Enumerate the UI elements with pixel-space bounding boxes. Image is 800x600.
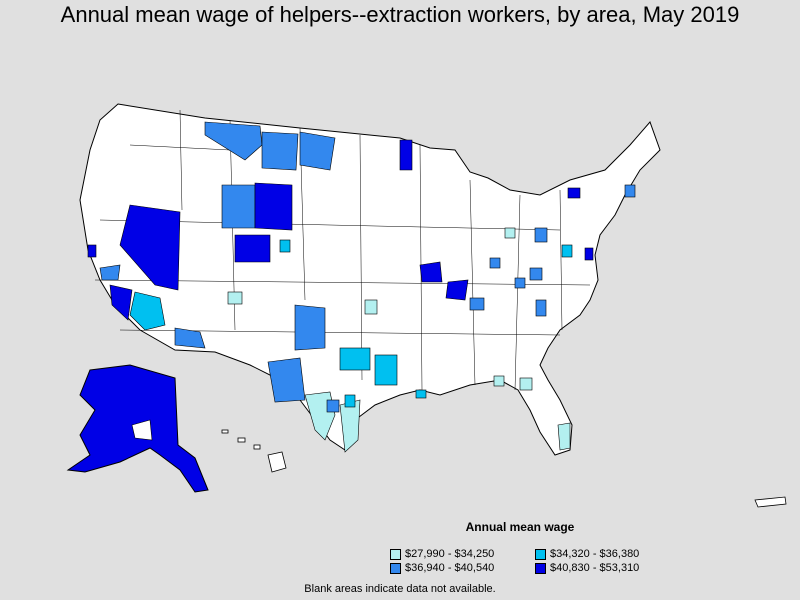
alaska bbox=[66, 364, 209, 493]
legend-swatch bbox=[390, 562, 401, 574]
wage-tier-4-areas bbox=[87, 139, 594, 321]
wage-tier-3-areas bbox=[99, 121, 636, 413]
map-title: Annual mean wage of helpers--extraction … bbox=[60, 2, 740, 27]
footnote: Blank areas indicate data not available. bbox=[304, 583, 496, 595]
legend-item-tier-2: $34,320 - $36,380 bbox=[535, 547, 639, 561]
legend-label: $40,830 - $53,310 bbox=[550, 562, 640, 574]
legend-item-tier-4: $40,830 - $53,310 bbox=[535, 561, 639, 575]
wage-tier-1-areas bbox=[227, 227, 571, 453]
legend-label: $34,320 - $36,380 bbox=[550, 548, 640, 560]
legend-label: $27,990 - $34,250 bbox=[405, 548, 495, 560]
legend-item-tier-3: $36,940 - $40,540 bbox=[390, 561, 494, 575]
legend-title: Annual mean wage bbox=[465, 520, 575, 534]
legend-swatch bbox=[535, 548, 546, 560]
alaska-white-area bbox=[131, 419, 153, 441]
legend-swatch bbox=[535, 562, 546, 574]
legend-item-tier-1: $27,990 - $34,250 bbox=[390, 547, 494, 561]
wage-tier-2-areas bbox=[129, 239, 573, 408]
hawaii bbox=[221, 429, 287, 473]
legend-label: $36,940 - $40,540 bbox=[405, 562, 495, 574]
puerto-rico bbox=[754, 496, 787, 508]
legend-swatch bbox=[390, 548, 401, 560]
